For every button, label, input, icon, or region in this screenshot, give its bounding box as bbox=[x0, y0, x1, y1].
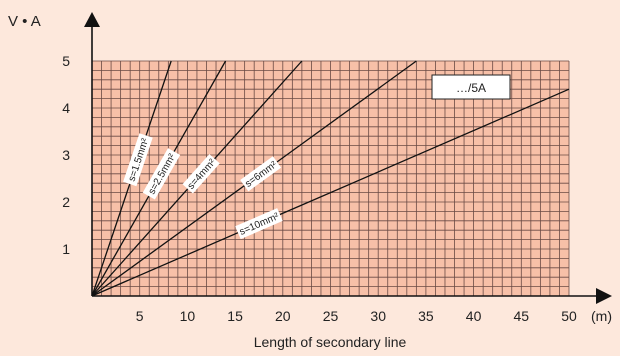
x-tick-label: 25 bbox=[323, 308, 339, 324]
y-tick-label: 5 bbox=[62, 53, 70, 69]
x-axis-label: Length of secondary line bbox=[254, 334, 407, 350]
series-label-bg bbox=[142, 148, 181, 200]
x-axis-unit: (m) bbox=[591, 308, 612, 324]
grid-layer bbox=[91, 60, 570, 297]
legend-box: …/5A bbox=[431, 74, 511, 100]
x-tick-label: 20 bbox=[275, 308, 291, 324]
series-label-bg bbox=[240, 156, 282, 192]
axes bbox=[84, 12, 612, 304]
series-label-bg bbox=[235, 208, 283, 240]
legend-box-label: …/5A bbox=[456, 81, 486, 95]
series-line bbox=[91, 88, 570, 297]
y-tick-label: 2 bbox=[62, 194, 70, 210]
series-label-bg bbox=[123, 133, 153, 187]
series-label-bg bbox=[182, 154, 220, 194]
x-tick-label: 50 bbox=[561, 308, 577, 324]
x-axis-arrow bbox=[596, 288, 612, 304]
y-axis-arrow bbox=[84, 12, 100, 27]
x-tick-label: 30 bbox=[370, 308, 386, 324]
y-axis-label: V • A bbox=[8, 13, 41, 30]
x-tick-label: 35 bbox=[418, 308, 434, 324]
x-tick-label: 40 bbox=[466, 308, 482, 324]
y-tick-label: 4 bbox=[62, 100, 70, 116]
y-tick-label: 3 bbox=[62, 147, 70, 163]
y-tick-label: 1 bbox=[62, 241, 70, 257]
x-tick-label: 15 bbox=[227, 308, 243, 324]
x-tick-label: 10 bbox=[180, 308, 196, 324]
x-tick-label: 45 bbox=[514, 308, 530, 324]
x-tick-label: 5 bbox=[136, 308, 144, 324]
